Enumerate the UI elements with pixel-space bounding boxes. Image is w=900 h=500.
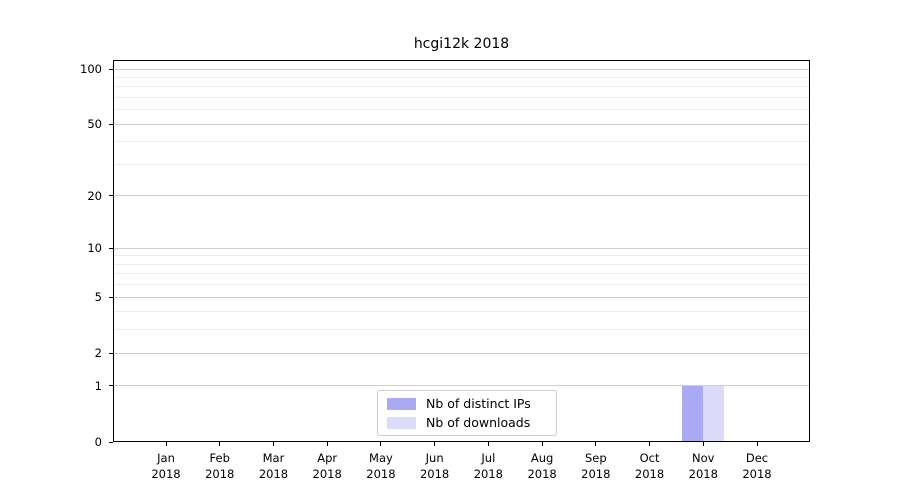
x-tick-label: Sep 2018 bbox=[566, 450, 626, 482]
x-tick-label: Feb 2018 bbox=[190, 450, 250, 482]
x-tick-label: Apr 2018 bbox=[297, 450, 357, 482]
x-tick bbox=[219, 442, 221, 446]
minor-gridline bbox=[113, 86, 810, 88]
x-tick-year: 2018 bbox=[527, 467, 557, 481]
major-gridline bbox=[113, 123, 810, 125]
y-tick-label: 50 bbox=[87, 117, 102, 132]
bar-nov-series0 bbox=[682, 385, 704, 441]
x-tick-year: 2018 bbox=[688, 467, 718, 481]
y-tick bbox=[109, 68, 113, 70]
x-tick bbox=[702, 442, 704, 446]
y-tick bbox=[109, 296, 113, 298]
minor-gridline bbox=[113, 329, 810, 331]
y-tick-label: 5 bbox=[94, 290, 102, 305]
x-tick-year: 2018 bbox=[742, 467, 772, 481]
y-tick-label: 0 bbox=[94, 435, 102, 449]
minor-gridline bbox=[113, 164, 810, 165]
minor-gridline bbox=[113, 273, 810, 275]
x-tick-label: Jul 2018 bbox=[458, 450, 518, 482]
y-tick bbox=[109, 247, 113, 249]
y-tick bbox=[109, 441, 113, 443]
minor-gridline bbox=[113, 263, 810, 265]
legend: Nb of distinct IPs Nb of downloads bbox=[377, 390, 557, 436]
major-gridline bbox=[113, 247, 810, 249]
major-gridline bbox=[113, 296, 810, 298]
legend-swatch-downloads bbox=[387, 416, 416, 429]
chart-title: hcgi12k 2018 bbox=[413, 36, 510, 52]
x-tick-year: 2018 bbox=[634, 467, 665, 481]
x-tick bbox=[756, 442, 758, 446]
minor-gridline bbox=[113, 255, 810, 257]
x-tick bbox=[272, 442, 274, 446]
x-tick-year: 2018 bbox=[258, 467, 289, 481]
x-tick bbox=[165, 442, 167, 446]
x-tick-label: May 2018 bbox=[351, 450, 411, 482]
plot-spines bbox=[113, 60, 810, 442]
x-tick-label: Mar 2018 bbox=[243, 450, 303, 482]
legend-item-distinct-ips: Nb of distinct IPs bbox=[387, 396, 548, 411]
x-tick-label: Aug 2018 bbox=[512, 450, 572, 482]
x-tick-year: 2018 bbox=[151, 467, 181, 481]
minor-gridline bbox=[113, 76, 810, 78]
x-tick-year: 2018 bbox=[581, 467, 611, 481]
x-tick-year: 2018 bbox=[473, 467, 503, 481]
y-tick bbox=[109, 352, 113, 354]
x-tick bbox=[649, 442, 651, 446]
x-tick bbox=[487, 442, 489, 446]
x-tick-label: Dec 2018 bbox=[727, 450, 787, 482]
x-tick bbox=[595, 442, 597, 446]
major-gridline bbox=[113, 68, 810, 70]
bar-nov-series1 bbox=[703, 385, 725, 441]
y-tick-label: 10 bbox=[87, 241, 102, 256]
x-tick-label: Jun 2018 bbox=[405, 450, 465, 482]
x-tick-label: Nov 2018 bbox=[673, 450, 733, 482]
minor-gridline bbox=[113, 311, 810, 313]
minor-gridline bbox=[113, 141, 810, 143]
x-tick-year: 2018 bbox=[419, 467, 450, 481]
y-tick-label: 2 bbox=[94, 346, 102, 361]
minor-gridline bbox=[113, 109, 810, 111]
y-tick-label: 20 bbox=[87, 188, 102, 203]
legend-item-downloads: Nb of downloads bbox=[387, 415, 548, 430]
x-tick-label: Oct 2018 bbox=[620, 450, 680, 482]
x-tick bbox=[541, 442, 543, 446]
y-tick bbox=[109, 385, 113, 387]
x-tick-year: 2018 bbox=[312, 467, 342, 481]
legend-label-distinct-ips: Nb of distinct IPs bbox=[426, 396, 531, 411]
legend-swatch-distinct-ips bbox=[387, 397, 416, 410]
x-tick-year: 2018 bbox=[366, 467, 396, 481]
y-tick-label: 1 bbox=[94, 378, 102, 393]
x-tick bbox=[380, 442, 382, 446]
legend-label-downloads: Nb of downloads bbox=[426, 415, 531, 430]
y-tick bbox=[109, 195, 113, 197]
y-tick-label: 100 bbox=[80, 62, 102, 77]
x-tick bbox=[434, 442, 436, 446]
major-gridline bbox=[113, 195, 810, 197]
x-tick-label: Jan 2018 bbox=[136, 450, 196, 482]
minor-gridline bbox=[113, 97, 810, 99]
minor-gridline bbox=[113, 284, 810, 286]
y-tick bbox=[109, 123, 113, 125]
x-tick bbox=[326, 442, 328, 446]
x-tick-year: 2018 bbox=[205, 467, 235, 481]
major-gridline bbox=[113, 352, 810, 354]
